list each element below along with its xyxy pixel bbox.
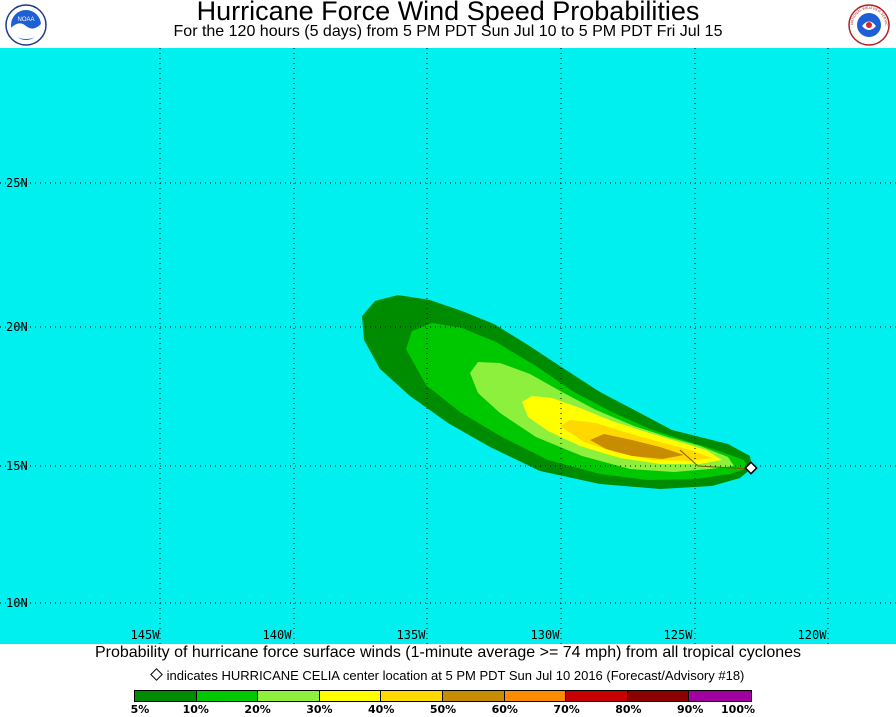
page-subtitle: For the 120 hours (5 days) from 5 PM PDT… xyxy=(173,23,723,40)
legend-bin xyxy=(135,691,197,701)
axis-labels: 25N 20N 15N 10N 145W 140W 135W 130W 125W… xyxy=(6,176,827,642)
legend-label: 70% xyxy=(553,703,580,716)
legend-label: 50% xyxy=(429,703,457,716)
lat-label-25n: 25N xyxy=(6,176,28,190)
lat-label-20n: 20N xyxy=(6,320,28,334)
storm-marker-text: indicates HURRICANE CELIA center locatio… xyxy=(166,668,745,683)
legend-bin xyxy=(566,691,628,701)
legend-labels: 5% 10% 20% 30% 40% 50% 60% 70% 80% 90% 100% xyxy=(0,703,896,717)
lon-label-120w: 120W xyxy=(798,628,828,642)
header: NOAA Hurricane Force Wind Speed Probabil… xyxy=(0,0,896,48)
map-canvas: 25N 20N 15N 10N 145W 140W 135W 130W 125W… xyxy=(0,48,896,644)
lon-label-135w: 135W xyxy=(397,628,427,642)
legend-label: 30% xyxy=(306,703,333,716)
legend-bin xyxy=(196,691,259,701)
legend-label: 60% xyxy=(491,703,518,716)
footer: Probability of hurricane force surface w… xyxy=(0,644,896,716)
legend-label: 10% xyxy=(182,703,209,716)
probability-contours xyxy=(362,295,752,489)
legend-bin xyxy=(689,691,751,701)
legend-bin xyxy=(319,691,382,701)
noaa-logo-text: NOAA xyxy=(17,17,34,23)
nws-logo: NATIONAL WEATHER SERVICE xyxy=(848,4,890,46)
page-title: Hurricane Force Wind Speed Probabilities xyxy=(196,0,700,26)
lon-label-145w: 145W xyxy=(131,628,161,642)
probability-legend xyxy=(134,690,752,702)
lon-label-125w: 125W xyxy=(664,628,694,642)
diamond-marker-icon xyxy=(149,668,163,681)
legend-label: 20% xyxy=(244,703,271,716)
legend-bin xyxy=(504,691,567,701)
legend-label: 80% xyxy=(615,703,642,716)
lon-label-130w: 130W xyxy=(531,628,561,642)
legend-label: 100% xyxy=(721,703,755,716)
lat-label-15n: 15N xyxy=(6,459,28,473)
probability-map: 25N 20N 15N 10N 145W 140W 135W 130W 125W… xyxy=(0,48,896,644)
legend-bin xyxy=(258,691,320,701)
storm-track-line xyxy=(679,449,751,470)
legend-bin xyxy=(442,691,505,701)
legend-label: 40% xyxy=(368,703,395,716)
legend-bin xyxy=(381,691,443,701)
contour-50pct xyxy=(590,434,684,459)
legend-label: 90% xyxy=(677,703,704,716)
lat-label-10n: 10N xyxy=(6,596,28,610)
legend-label: 5% xyxy=(130,703,150,716)
map-caption: Probability of hurricane force surface w… xyxy=(94,644,802,661)
contour-40pct xyxy=(560,420,712,461)
storm-marker-note: indicates HURRICANE CELIA center locatio… xyxy=(0,668,896,683)
noaa-logo: NOAA xyxy=(5,4,47,46)
legend-bin xyxy=(627,691,690,701)
lon-label-140w: 140W xyxy=(263,628,293,642)
storm-center-marker xyxy=(744,461,758,475)
